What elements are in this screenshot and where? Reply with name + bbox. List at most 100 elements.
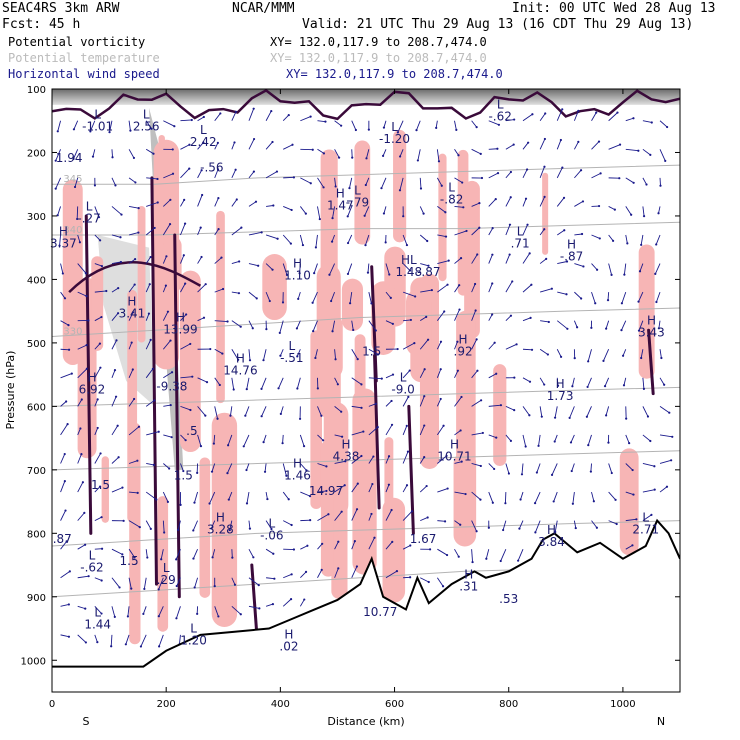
y-tick-label: 1000	[21, 656, 46, 667]
wind-vector-head	[272, 552, 275, 555]
wind-vector-head	[570, 469, 573, 473]
wind-vector	[77, 512, 85, 521]
wind-extremum-marker: H	[127, 295, 136, 309]
wind-vector-head	[660, 356, 663, 360]
wind-vector	[454, 370, 459, 378]
wind-vector	[505, 343, 517, 350]
wind-vector	[146, 463, 154, 466]
wind-vector-head	[196, 471, 199, 474]
wind-vector	[385, 570, 398, 579]
wind-vector-head	[530, 348, 534, 351]
wind-vector	[214, 197, 219, 207]
wind-vector-head	[325, 465, 328, 468]
wind-vector	[77, 344, 87, 350]
wind-vector-head	[562, 196, 566, 199]
wind-vector-head	[96, 641, 99, 644]
wind-vector	[402, 342, 415, 350]
wind-vector-head	[157, 615, 160, 618]
wind-vector	[334, 349, 337, 360]
wind-vector-head	[587, 444, 590, 447]
y-tick-label: 700	[27, 466, 46, 477]
wind-vector-head	[480, 176, 484, 180]
wind-extremum-marker: H	[59, 225, 68, 239]
wind-vector	[640, 234, 644, 245]
wind-vector-head	[285, 273, 289, 276]
wind-extremum-value: -.06	[260, 529, 283, 543]
wind-vector	[539, 377, 545, 385]
wind-vector-head	[260, 231, 263, 234]
legend-theta-label: Potential temperature	[8, 51, 160, 65]
wind-vector	[454, 284, 460, 293]
south-end-label: S	[83, 715, 90, 728]
wind-vector-head	[81, 481, 84, 484]
wind-vector-head	[360, 406, 363, 409]
wind-vector-head	[365, 157, 368, 160]
wind-vector-head	[133, 283, 136, 286]
wind-vector-head	[262, 359, 265, 362]
wind-vector-head	[321, 542, 324, 545]
wind-extremum-value: 2.71	[632, 522, 659, 536]
wind-vector-head	[117, 456, 120, 459]
wind-vector	[520, 491, 524, 500]
wind-vector	[197, 227, 202, 236]
wind-vector-head	[133, 556, 136, 559]
wind-vector	[556, 320, 568, 330]
wind-vector	[265, 141, 273, 150]
wind-vector	[176, 577, 181, 587]
wind-vector	[94, 316, 102, 322]
wind-vector-head	[303, 598, 306, 601]
wind-vector	[296, 320, 301, 329]
x-tick-label: 800	[499, 699, 518, 710]
wind-vector	[299, 234, 304, 246]
wind-extremum-value: -.87	[417, 265, 440, 279]
wind-vector	[454, 205, 464, 208]
wind-vector	[454, 177, 463, 183]
wind-vector-head	[287, 498, 290, 501]
wind-extremum-value: 13.99	[163, 322, 197, 336]
wind-vector	[642, 489, 655, 493]
wind-vector-head	[640, 243, 643, 246]
wind-vector-head	[272, 204, 275, 207]
wind-vector-head	[228, 528, 231, 532]
wind-vector-head	[443, 520, 447, 523]
wind-vector	[522, 317, 531, 322]
wind-vector-head	[396, 131, 399, 134]
wind-vector	[128, 520, 141, 528]
wind-vector	[471, 148, 481, 155]
wind-extremum-marker: L	[400, 371, 407, 385]
wind-vector-head	[183, 198, 186, 201]
wind-vector-head	[360, 383, 363, 386]
wind-vector-head	[485, 557, 488, 560]
wind-vector	[163, 463, 170, 469]
wind-vector	[128, 369, 134, 378]
wind-vector	[402, 396, 409, 407]
wind-vector	[420, 263, 429, 267]
wind-vector-head	[405, 243, 409, 247]
wind-vector-head	[179, 503, 182, 506]
wind-vector	[230, 406, 233, 416]
wind-vector	[162, 311, 169, 321]
wind-vector	[77, 634, 87, 643]
wind-vector-head	[543, 195, 546, 198]
wind-extremum-value: -9.0	[391, 383, 414, 397]
wind-vector-head	[233, 583, 237, 586]
theta-contour-label: 340	[63, 225, 82, 236]
wind-vector	[180, 168, 190, 179]
wind-vector-head	[164, 284, 167, 287]
wind-vector-head	[475, 338, 478, 341]
wind-vector	[539, 348, 549, 355]
wind-vector	[505, 119, 515, 122]
wind-vector-head	[216, 141, 219, 144]
wind-vector	[522, 224, 528, 236]
wind-vector-head	[670, 459, 673, 462]
wind-vector-head	[508, 223, 512, 226]
wind-vector	[471, 227, 480, 236]
wind-vector	[639, 263, 644, 272]
wind-vector	[554, 406, 558, 418]
wind-extremum-marker: H	[459, 333, 468, 347]
wind-vector-head	[589, 470, 592, 473]
wind-vector	[368, 348, 379, 355]
wind-vector-head	[258, 607, 261, 610]
wind-vector	[488, 491, 494, 503]
wind-vector	[74, 177, 79, 188]
